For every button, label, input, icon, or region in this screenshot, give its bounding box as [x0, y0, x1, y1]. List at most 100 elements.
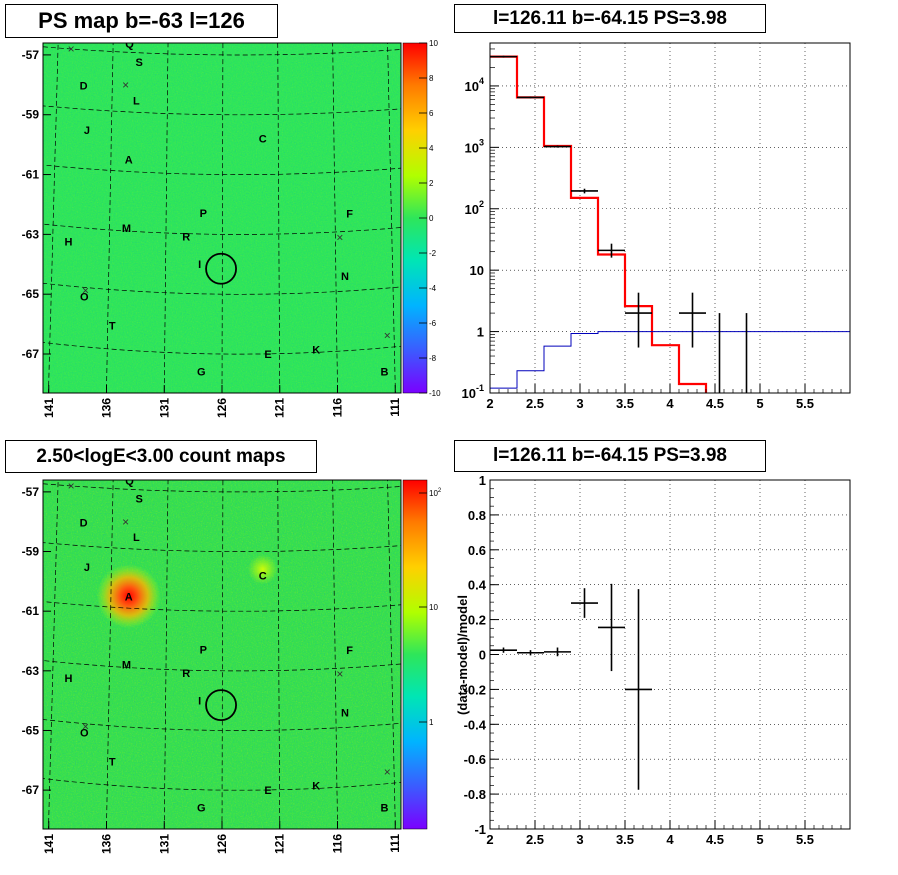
longitude-gridline	[277, 480, 281, 829]
residual-x-tick-label: 5	[756, 832, 763, 847]
catalog-marker-icon: ×	[122, 515, 129, 529]
source-label: C	[259, 570, 267, 582]
colorbar-tick-label: 10	[429, 603, 438, 612]
model-background-series	[490, 331, 850, 389]
colorbar-tick-label: -4	[429, 284, 437, 293]
spectrum-x-tick-label: 2	[486, 396, 493, 411]
source-label: C	[259, 134, 267, 146]
longitude-gridline	[163, 43, 169, 393]
colorbar-tick-label: 10	[429, 39, 438, 48]
latitude-gridline	[43, 542, 401, 552]
source-label: O	[80, 728, 89, 740]
source-label: H	[65, 673, 73, 685]
source-label: S	[136, 57, 143, 69]
colorbar-tick-label: -6	[429, 319, 437, 328]
colorbar-tick-label: 102	[429, 488, 442, 498]
source-label: T	[109, 320, 116, 332]
colorbar-tick-exponent: 2	[438, 488, 442, 494]
lat-tick-label: -67	[22, 783, 40, 797]
source-label: H	[65, 236, 73, 248]
count-map-hotspot	[96, 564, 161, 629]
residual-x-tick-label: 5.5	[796, 832, 814, 847]
residual-point	[490, 647, 517, 653]
source-label: L	[133, 532, 140, 544]
residual-y-tick-label: 0.6	[468, 543, 486, 558]
lat-tick-label: -63	[22, 227, 40, 241]
longitude-gridline	[221, 43, 224, 393]
count-map-title: 2.50<logE<3.00 count maps	[5, 440, 317, 473]
data-point	[679, 292, 706, 348]
longitude-gridline	[387, 480, 396, 829]
source-label: T	[109, 757, 116, 769]
source-label: O	[80, 291, 89, 303]
source-label: I	[198, 695, 201, 707]
colorbar-tick-label: 6	[429, 109, 434, 118]
spectrum-x-tick-label: 4	[666, 396, 674, 411]
source-label: E	[264, 349, 271, 361]
spectrum-y-tick-exponent: 2	[479, 199, 484, 209]
lat-tick-label: -59	[22, 545, 40, 559]
longitude-gridline	[332, 43, 338, 393]
spectrum-title: l=126.11 b=-64.15 PS=3.98	[454, 4, 766, 33]
residual-y-tick-label: -0.6	[464, 752, 486, 767]
spectrum-x-tick-label: 3.5	[616, 396, 634, 411]
lon-tick-label: 111	[388, 834, 402, 853]
residual-y-tick-label: 0.4	[468, 578, 487, 593]
longitude-gridline	[163, 480, 169, 829]
count-map-warm-spot	[247, 554, 278, 585]
lon-tick-label: 126	[215, 834, 229, 854]
source-label: G	[197, 367, 206, 379]
longitude-gridline	[332, 480, 338, 829]
spectrum-y-tick-label: 104	[465, 76, 484, 94]
source-label: M	[122, 223, 131, 235]
colorbar-tick-label: 2	[429, 179, 434, 188]
source-label: P	[200, 208, 207, 220]
source-label: I	[198, 259, 201, 271]
colorbar-tick-label: 1	[429, 718, 434, 727]
lon-tick-label: 116	[330, 398, 344, 418]
residual-y-tick-label: 0.2	[468, 613, 486, 628]
residual-x-tick-label: 2	[486, 832, 493, 847]
source-label: Q	[125, 38, 134, 50]
source-label: F	[346, 208, 353, 220]
residual-y-tick-label: 0.8	[468, 508, 486, 523]
lat-tick-label: -65	[22, 287, 40, 301]
residual-point	[517, 650, 544, 656]
spectrum-y-tick-label: 102	[465, 199, 484, 217]
latitude-gridline	[43, 660, 401, 672]
source-label: J	[84, 562, 90, 574]
residual-x-tick-label: 4.5	[706, 832, 724, 847]
residual-title: l=126.11 b=-64.15 PS=3.98	[454, 440, 766, 472]
residual-x-tick-label: 4	[666, 832, 674, 847]
lat-tick-label: -61	[22, 168, 40, 182]
candidate-circle	[205, 252, 237, 285]
lon-tick-label: 141	[42, 398, 56, 418]
catalog-marker-icon: ×	[122, 78, 129, 92]
spectrum-y-tick-exponent: 4	[479, 76, 484, 86]
lat-tick-label: -57	[22, 48, 40, 62]
data-point	[625, 292, 652, 348]
spectrum-x-tick-label: 5	[756, 396, 763, 411]
residual-point	[571, 588, 598, 618]
source-label: G	[197, 803, 206, 815]
spectrum-y-tick-label: 10-1	[462, 383, 484, 401]
ps-map-panel: QS D L J C A P F M R H I N O T E K G B × × × × × -57 -59 -61 -63 -6…	[22, 38, 441, 418]
source-label: Q	[125, 475, 134, 487]
lon-tick-label: 136	[100, 834, 114, 854]
lat-tick-label: -61	[22, 604, 40, 618]
candidate-circle	[205, 689, 237, 722]
latitude-gridline	[43, 105, 401, 116]
source-label: A	[125, 155, 133, 167]
source-label: L	[133, 95, 140, 107]
source-label: B	[381, 367, 389, 379]
colorbar-tick-label: -8	[429, 354, 437, 363]
spectrum-y-tick-exponent: 3	[479, 137, 484, 147]
source-label: N	[341, 271, 349, 283]
catalog-marker-icon: ×	[82, 720, 89, 734]
lon-tick-label: 126	[215, 398, 229, 418]
spectrum-y-tick-exponent: -1	[476, 383, 484, 393]
colorbar-tick-label: -2	[429, 249, 437, 258]
count-map-panel: QS D L J C A P F M R H I N O T E K G B × × × × × -57 -59 -61 -63 -6…	[22, 475, 442, 854]
lon-tick-label: 131	[157, 398, 171, 418]
